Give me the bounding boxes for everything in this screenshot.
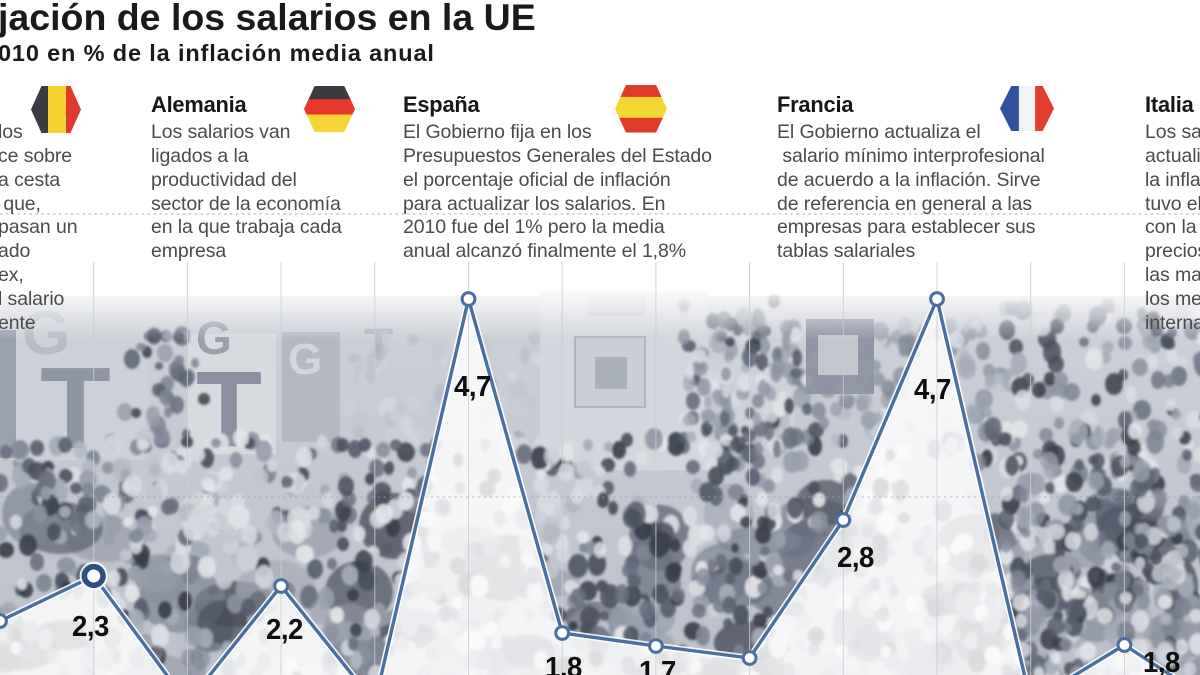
svg-text:G: G	[288, 335, 322, 384]
